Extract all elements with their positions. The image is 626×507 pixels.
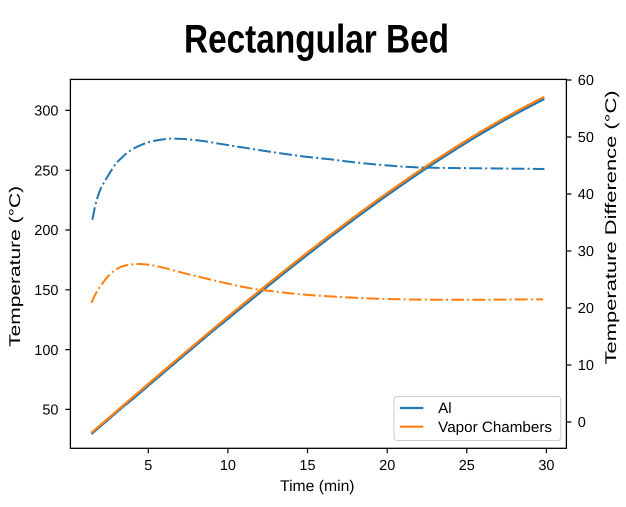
svg-text:Rectangular Bed: Rectangular Bed (184, 18, 449, 62)
svg-text:Time (min): Time (min) (280, 478, 355, 495)
svg-text:Vapor Chambers: Vapor Chambers (438, 419, 552, 436)
svg-text:50: 50 (42, 403, 58, 419)
svg-text:20: 20 (379, 458, 395, 474)
svg-text:Al: Al (438, 400, 451, 417)
svg-text:25: 25 (459, 458, 475, 474)
svg-text:300: 300 (34, 104, 58, 120)
svg-text:0: 0 (578, 415, 586, 431)
svg-text:50: 50 (578, 130, 594, 146)
svg-text:20: 20 (578, 301, 594, 317)
svg-text:60: 60 (578, 73, 594, 89)
svg-text:40: 40 (578, 187, 594, 203)
svg-text:150: 150 (34, 283, 58, 299)
svg-text:200: 200 (34, 223, 58, 239)
svg-text:Temperature (°C): Temperature (°C) (7, 186, 24, 347)
svg-text:100: 100 (34, 343, 58, 359)
svg-text:Temperature Difference (°C): Temperature Difference (°C) (603, 90, 620, 364)
svg-text:15: 15 (299, 458, 315, 474)
svg-text:30: 30 (578, 244, 594, 260)
svg-text:250: 250 (34, 163, 58, 179)
svg-text:5: 5 (144, 458, 152, 474)
svg-text:10: 10 (220, 458, 236, 474)
svg-text:30: 30 (538, 458, 554, 474)
svg-text:10: 10 (578, 358, 594, 374)
